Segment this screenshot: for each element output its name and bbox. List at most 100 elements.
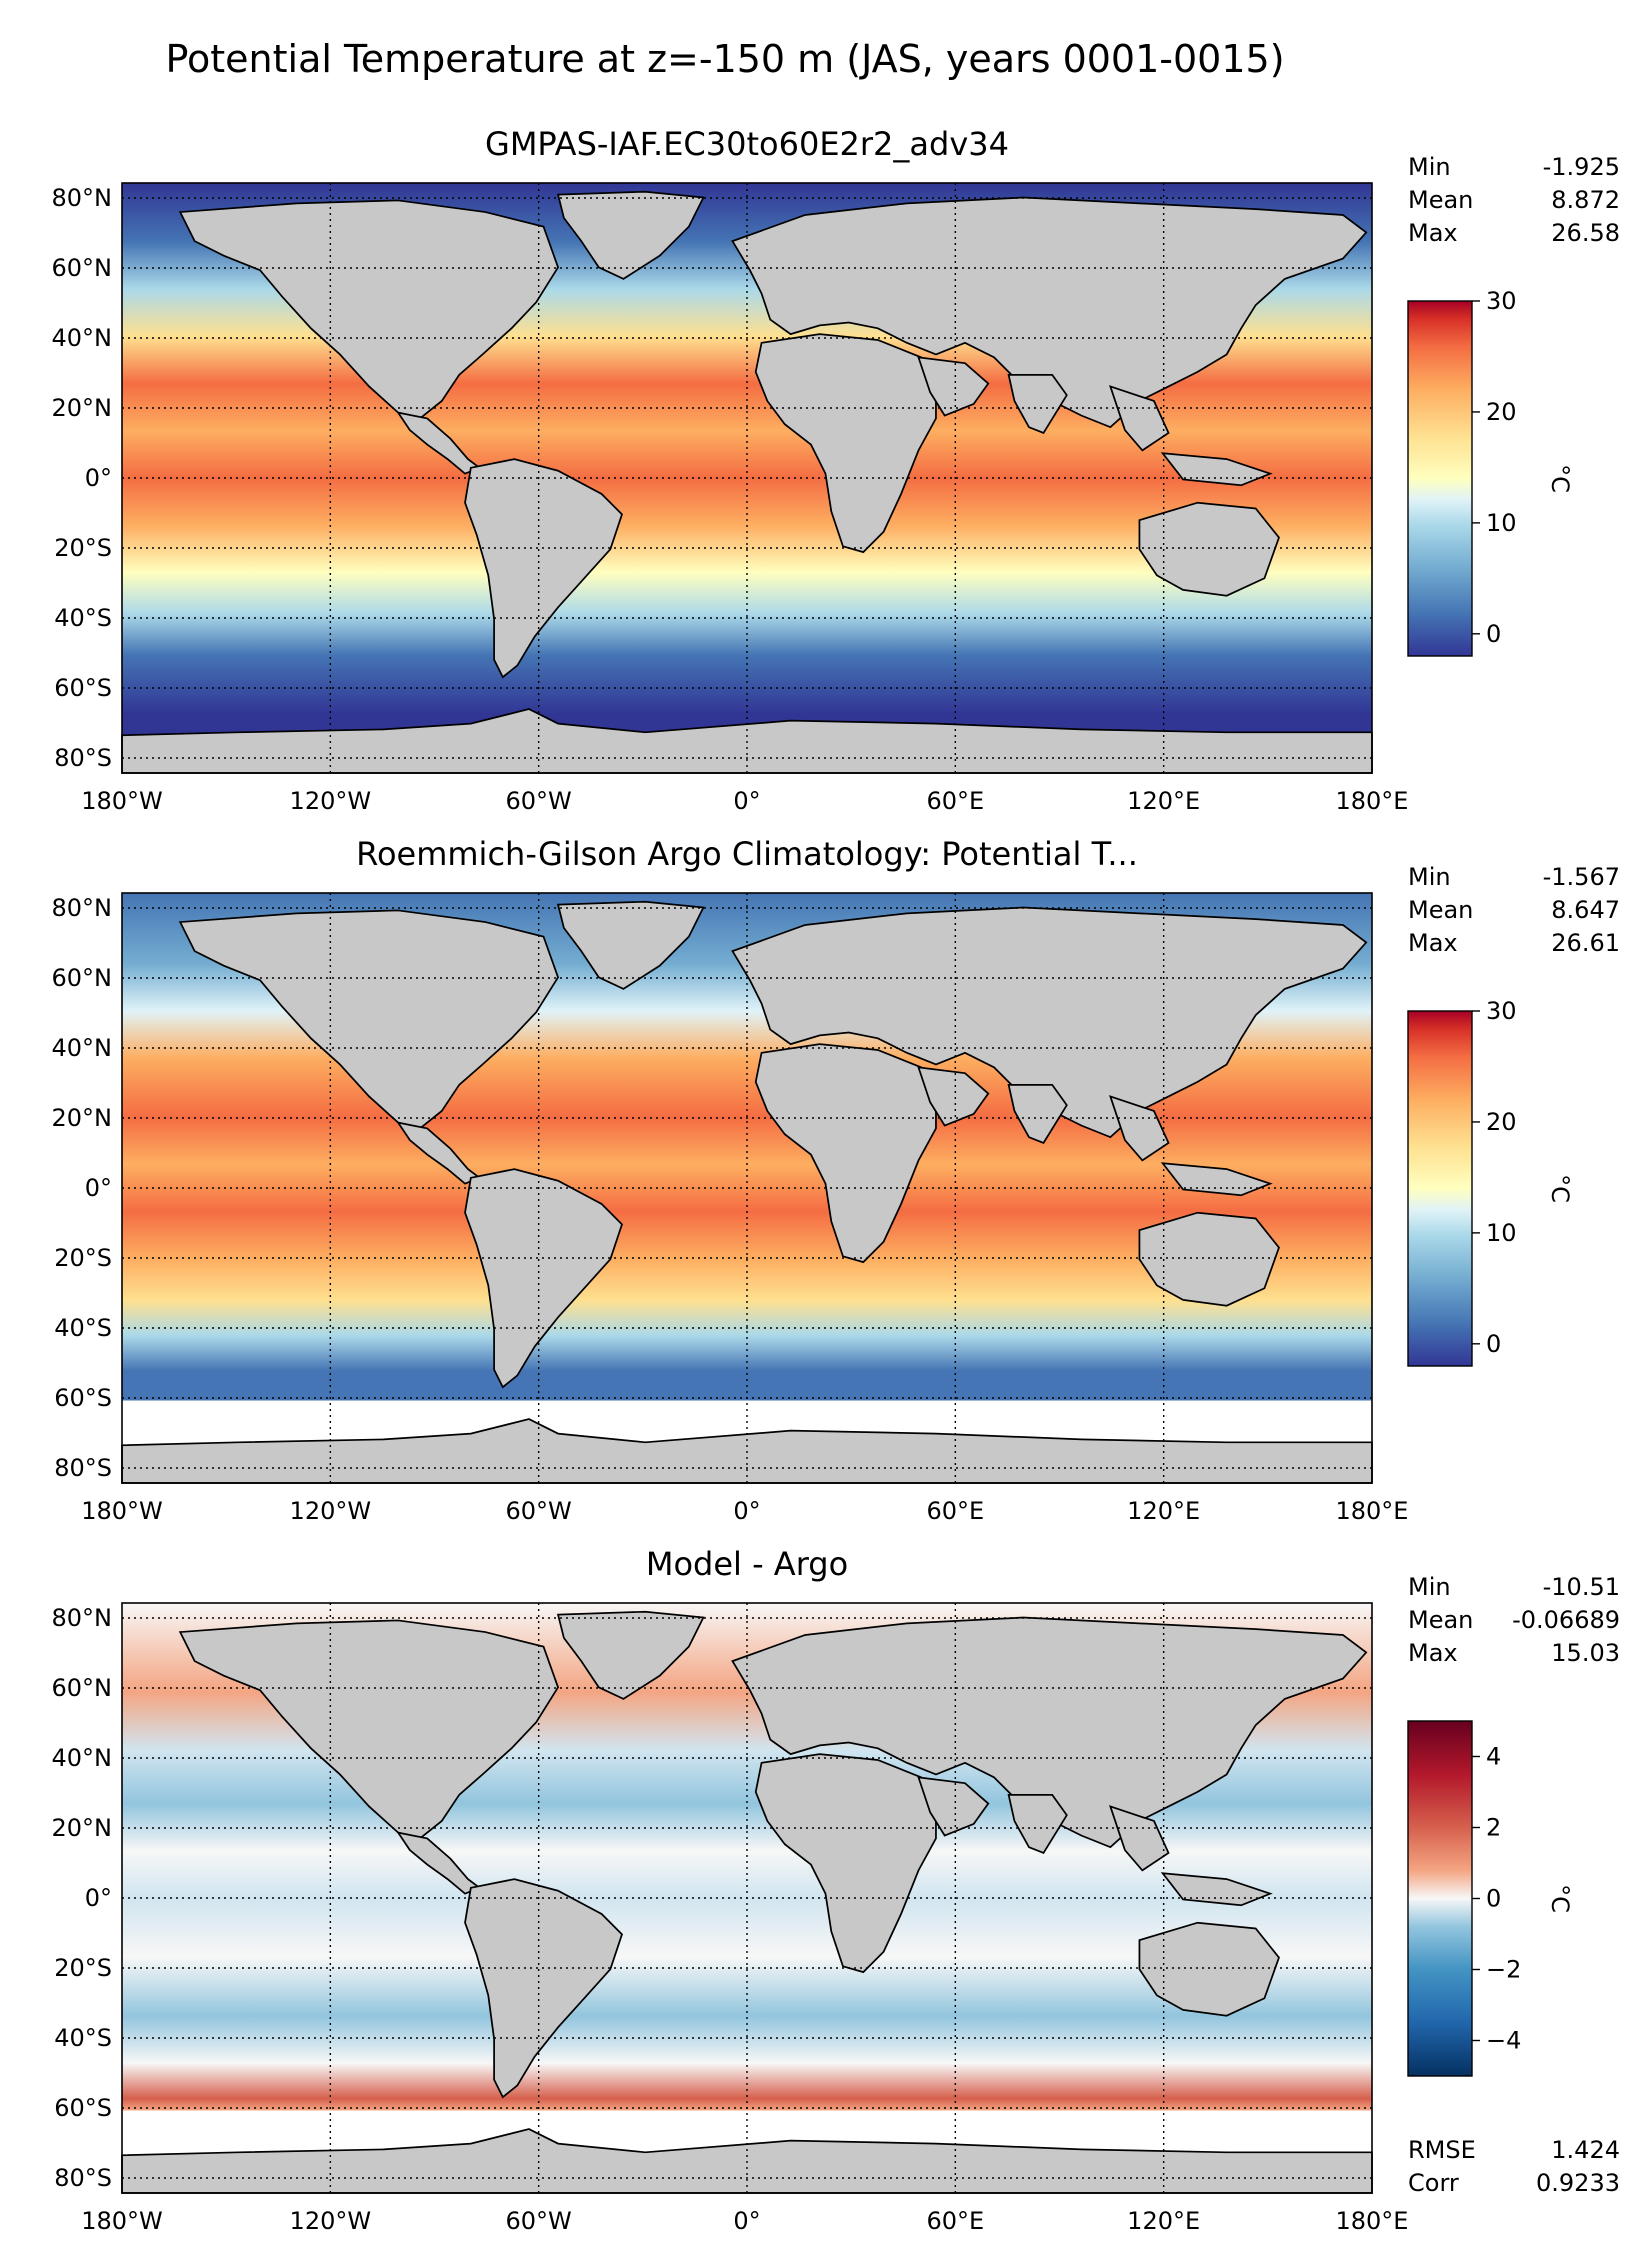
panel-obs: Roemmich-Gilson Argo Climatology: Potent… [52, 835, 1621, 1525]
colorbar-tick-label: 20 [1486, 398, 1517, 426]
stat-value: -10.51 [1543, 1573, 1620, 1601]
lon-tick-label: 60°E [926, 2207, 984, 2235]
lon-tick-label: 60°W [506, 1497, 572, 1525]
lon-tick-label: 60°E [926, 787, 984, 815]
colorbar-tick-label: 0 [1486, 620, 1501, 648]
stat-label: Max [1408, 1639, 1458, 1667]
stat-label: Min [1408, 863, 1451, 891]
lon-tick-label: 120°W [290, 787, 372, 815]
colorbar: 4 2 0 −2 −4 °C [1407, 1720, 1574, 2077]
gridlines [122, 183, 1372, 773]
lat-tick-label: 40°S [54, 1314, 112, 1342]
lat-tick-label: 20°S [54, 534, 112, 562]
lon-tick-label: 180°W [81, 787, 163, 815]
lat-tick-label: 40°S [54, 604, 112, 632]
lat-tick-label: 60°N [52, 254, 113, 282]
lon-tick-label: 120°E [1127, 2207, 1200, 2235]
lon-tick-label: 120°W [290, 2207, 372, 2235]
lon-tick-label: 180°W [81, 1497, 163, 1525]
lat-tick-label: 60°N [52, 964, 113, 992]
lon-tick-label: 180°W [81, 2207, 163, 2235]
map-border [121, 1602, 1373, 2194]
stat-label: RMSE [1408, 2136, 1476, 2164]
lat-tick-label: 40°N [52, 324, 113, 352]
lat-tick-label: 20°S [54, 1244, 112, 1272]
lon-tick-label: 180°E [1336, 2207, 1409, 2235]
stat-label: Mean [1408, 1606, 1473, 1634]
lon-tick-label: 0° [733, 787, 760, 815]
lat-tick-label: 0° [85, 1174, 112, 1202]
lat-tick-label: 20°N [52, 394, 113, 422]
colorbar-tick-label: −2 [1486, 1956, 1521, 1984]
lat-tick-label: 80°S [54, 744, 112, 772]
gridlines [122, 893, 1372, 1483]
colorbar-tick-label: 2 [1486, 1814, 1501, 1842]
panel-title: GMPAS-IAF.EC30to60E2r2_adv34 [485, 125, 1009, 163]
map-obs [121, 892, 1373, 1484]
lon-tick-label: 60°W [506, 787, 572, 815]
colorbar-tick-label: −4 [1486, 2027, 1521, 2055]
map-border [121, 892, 1373, 1484]
lat-tick-label: 80°N [52, 1604, 113, 1632]
lat-tick-label: 60°S [54, 2094, 112, 2122]
stat-value: 1.424 [1551, 2136, 1620, 2164]
lon-tick-label: 120°E [1127, 787, 1200, 815]
colorbar-tick-label: 20 [1486, 1108, 1517, 1136]
stat-value: -1.925 [1543, 153, 1620, 181]
colorbar-tick-label: 30 [1486, 997, 1517, 1025]
lon-tick-label: 120°W [290, 1497, 372, 1525]
stat-label: Min [1408, 1573, 1451, 1601]
stat-label: Max [1408, 219, 1458, 247]
colorbar-tick-label: 4 [1486, 1743, 1501, 1771]
stat-label: Mean [1408, 186, 1473, 214]
stat-value: -1.567 [1543, 863, 1620, 891]
lat-tick-label: 0° [85, 1884, 112, 1912]
lon-tick-label: 120°E [1127, 1497, 1200, 1525]
lat-tick-label: 20°N [52, 1104, 113, 1132]
panel-model: GMPAS-IAF.EC30to60E2r2_adv34 180°W 120°W 60… [52, 125, 1621, 815]
stat-label: Mean [1408, 896, 1473, 924]
colorbar-gradient [1407, 1720, 1473, 2077]
lat-tick-label: 80°N [52, 894, 113, 922]
stat-value: 26.58 [1551, 219, 1620, 247]
stat-value: -0.06689 [1512, 1606, 1620, 1634]
stat-value: 8.872 [1551, 186, 1620, 214]
colorbar-tick-label: 10 [1486, 509, 1517, 537]
lat-tick-label: 60°N [52, 1674, 113, 1702]
lat-tick-label: 20°S [54, 1954, 112, 1982]
lat-tick-label: 40°N [52, 1744, 113, 1772]
colorbar-tick-label: 30 [1486, 287, 1517, 315]
lon-tick-label: 0° [733, 1497, 760, 1525]
lat-tick-label: 80°N [52, 184, 113, 212]
lon-tick-label: 60°W [506, 2207, 572, 2235]
stat-value: 0.9233 [1536, 2169, 1620, 2197]
colorbar: 30 20 10 0 °C [1407, 997, 1574, 1367]
map-diff [121, 1602, 1373, 2194]
stat-value: 15.03 [1551, 1639, 1620, 1667]
panels: GMPAS-IAF.EC30to60E2r2_adv34 180°W 120°W 60… [52, 125, 1621, 2235]
map-model [121, 182, 1373, 774]
lon-tick-label: 180°E [1336, 1497, 1409, 1525]
lat-tick-label: 60°S [54, 674, 112, 702]
colorbar-unit: °C [1546, 464, 1574, 493]
stat-label: Min [1408, 153, 1451, 181]
map-border [121, 182, 1373, 774]
stat-value: 8.647 [1551, 896, 1620, 924]
lat-tick-label: 40°S [54, 2024, 112, 2052]
lon-tick-label: 60°E [926, 1497, 984, 1525]
lat-tick-label: 80°S [54, 1454, 112, 1482]
figure-suptitle: Potential Temperature at z=-150 m (JAS, … [165, 37, 1284, 81]
colorbar-unit: °C [1546, 1884, 1574, 1913]
lon-tick-label: 0° [733, 2207, 760, 2235]
panel-title: Model - Argo [646, 1545, 848, 1583]
colorbar-tick-label: 0 [1486, 1330, 1501, 1358]
panel-diff: Model - Argo 180°W 120°W 60°W 0° 60°E 120°E 180… [52, 1545, 1621, 2235]
colorbar-gradient [1407, 300, 1473, 657]
panel-title: Roemmich-Gilson Argo Climatology: Potent… [356, 835, 1138, 873]
colorbar: 30 20 10 0 °C [1407, 287, 1574, 657]
gridlines [122, 1603, 1372, 2193]
lat-tick-label: 60°S [54, 1384, 112, 1412]
stat-value: 26.61 [1551, 929, 1620, 957]
lon-tick-label: 180°E [1336, 787, 1409, 815]
